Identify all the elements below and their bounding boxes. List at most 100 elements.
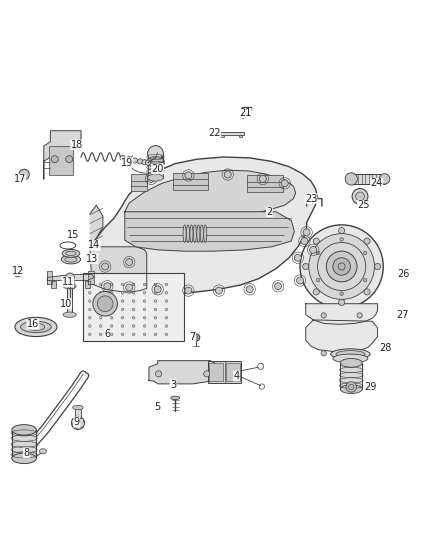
Circle shape [321, 313, 326, 318]
Bar [131, 179, 147, 186]
Bar [173, 173, 208, 179]
Ellipse shape [12, 453, 36, 464]
Circle shape [145, 160, 151, 165]
Circle shape [97, 296, 113, 312]
Text: 11: 11 [62, 277, 74, 287]
Text: 25: 25 [357, 200, 370, 210]
Circle shape [316, 251, 320, 255]
Circle shape [165, 317, 168, 319]
Text: 6: 6 [104, 329, 110, 340]
Text: 9: 9 [74, 417, 80, 427]
Circle shape [121, 325, 124, 327]
Ellipse shape [193, 225, 197, 243]
Circle shape [303, 263, 309, 270]
Ellipse shape [39, 449, 46, 454]
Text: 22: 22 [208, 128, 221, 138]
Text: 7: 7 [190, 332, 196, 342]
Bar [173, 184, 208, 190]
Circle shape [364, 238, 370, 244]
Ellipse shape [65, 257, 77, 262]
Circle shape [316, 278, 320, 282]
Circle shape [204, 371, 210, 377]
Circle shape [154, 286, 161, 293]
Circle shape [71, 416, 85, 430]
Circle shape [346, 382, 357, 392]
Ellipse shape [148, 146, 163, 161]
Polygon shape [306, 320, 378, 352]
Circle shape [215, 287, 223, 294]
Text: 28: 28 [379, 343, 392, 352]
Circle shape [132, 325, 135, 327]
Bar [68, 280, 74, 288]
Ellipse shape [148, 157, 163, 164]
Circle shape [132, 292, 135, 294]
Ellipse shape [171, 396, 180, 400]
Circle shape [165, 292, 168, 294]
Text: 5: 5 [155, 402, 161, 411]
Ellipse shape [66, 251, 76, 255]
Circle shape [374, 263, 381, 270]
Circle shape [138, 159, 143, 164]
Bar [340, 363, 362, 389]
Ellipse shape [336, 351, 365, 358]
Bar [351, 174, 385, 184]
Circle shape [121, 292, 124, 294]
Ellipse shape [21, 321, 51, 333]
Text: 23: 23 [305, 193, 317, 204]
Circle shape [88, 308, 91, 311]
Circle shape [132, 300, 135, 302]
Ellipse shape [63, 312, 76, 317]
Circle shape [132, 317, 135, 319]
Text: 10: 10 [60, 298, 72, 309]
Circle shape [318, 243, 366, 290]
Ellipse shape [345, 173, 357, 185]
Circle shape [121, 300, 124, 302]
Ellipse shape [379, 174, 390, 184]
Text: 16: 16 [27, 319, 39, 329]
Circle shape [110, 308, 113, 311]
Polygon shape [47, 271, 52, 284]
Polygon shape [306, 304, 378, 324]
Circle shape [88, 325, 91, 327]
Circle shape [51, 156, 58, 163]
Ellipse shape [356, 192, 364, 201]
Bar [83, 273, 184, 341]
Circle shape [339, 300, 345, 305]
Circle shape [165, 308, 168, 311]
Polygon shape [47, 274, 94, 280]
Circle shape [143, 292, 146, 294]
Circle shape [132, 283, 135, 286]
Circle shape [99, 300, 102, 302]
Bar [85, 280, 90, 288]
Circle shape [294, 254, 301, 261]
Circle shape [148, 175, 155, 182]
Circle shape [301, 238, 308, 245]
Bar [12, 430, 36, 458]
Ellipse shape [340, 359, 362, 367]
Circle shape [143, 333, 146, 336]
Text: 3: 3 [170, 379, 176, 390]
Circle shape [340, 238, 343, 241]
Circle shape [99, 292, 102, 294]
Polygon shape [90, 205, 103, 247]
Circle shape [143, 308, 146, 311]
Circle shape [313, 289, 319, 295]
Circle shape [364, 278, 367, 282]
Text: 14: 14 [88, 240, 100, 251]
Circle shape [99, 325, 102, 327]
Text: 20: 20 [152, 164, 164, 174]
Circle shape [127, 157, 132, 162]
Ellipse shape [190, 225, 193, 243]
Ellipse shape [333, 354, 368, 363]
Bar [239, 135, 242, 138]
Circle shape [99, 308, 102, 311]
Bar [131, 174, 147, 181]
Text: 27: 27 [397, 310, 409, 320]
Bar [247, 186, 283, 192]
Circle shape [333, 258, 350, 275]
Circle shape [339, 228, 345, 233]
Ellipse shape [183, 225, 186, 243]
Bar [75, 408, 81, 418]
Circle shape [143, 283, 146, 286]
Text: 15: 15 [67, 230, 80, 239]
